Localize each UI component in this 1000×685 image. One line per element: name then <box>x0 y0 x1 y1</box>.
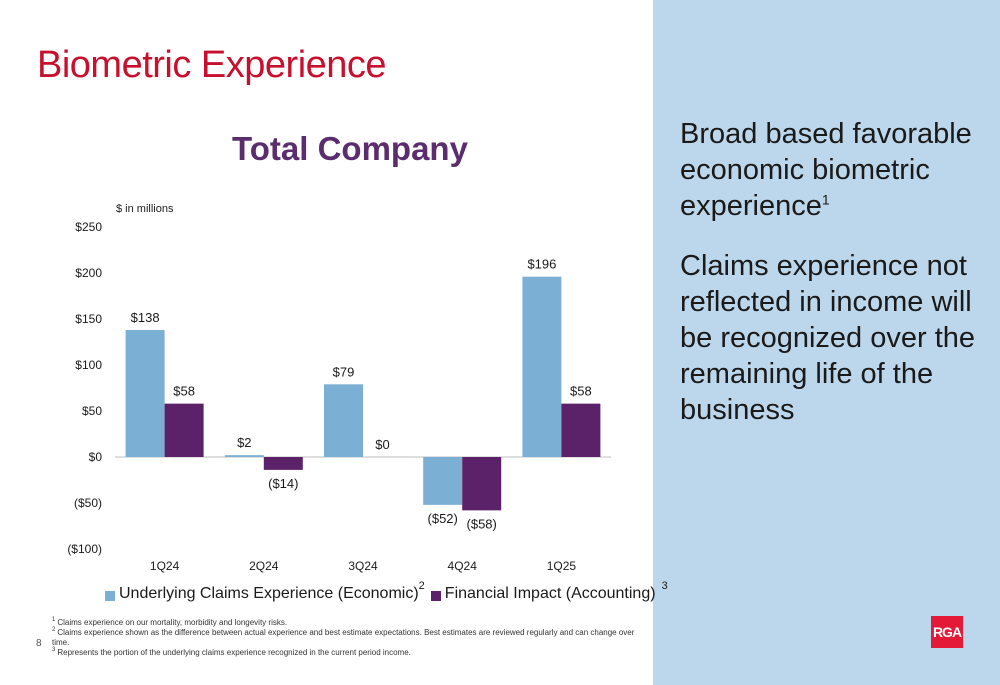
data-label: $0 <box>375 437 389 452</box>
y-tick-label: ($50) <box>74 496 102 510</box>
rga-logo: RGA <box>931 616 963 648</box>
footnote-3: 3 Represents the portion of the underlyin… <box>52 647 411 657</box>
data-label: $2 <box>237 435 251 450</box>
chart-title: Total Company <box>232 130 468 167</box>
footnote-2: 2 Claims experience shown as the differen… <box>52 627 635 647</box>
y-tick-label: $200 <box>75 266 102 280</box>
x-tick-label: 1Q25 <box>547 559 577 573</box>
x-tick-label: 2Q24 <box>249 559 279 573</box>
bar-economic <box>224 455 264 457</box>
data-label: $58 <box>173 384 195 399</box>
legend-sup-economic: 2 <box>418 580 425 592</box>
side-text-claims: Claims experience not reflected in incom… <box>680 250 976 426</box>
bar-chart: $250 $200 $150 $100 $50 $0 ($50) ($100) 1Q24 $138… <box>67 220 611 573</box>
bar-economic <box>522 276 562 457</box>
legend-item-economic: Underlying Claims Experience (Economic) … <box>105 580 425 603</box>
data-label: ($52) <box>428 511 458 526</box>
chart-legend: Underlying Claims Experience (Economic) … <box>105 580 668 603</box>
y-tick-label: $100 <box>75 358 102 372</box>
bar-accounting <box>164 403 204 457</box>
legend-label-economic: Underlying Claims Experience (Economic) <box>119 585 419 602</box>
legend-sup-accounting: 3 <box>661 580 668 592</box>
x-tick-label: 1Q24 <box>150 559 180 573</box>
legend-swatch-accounting <box>430 591 441 601</box>
page-title: Biometric Experience <box>37 44 387 86</box>
y-tick-label: $0 <box>89 450 103 464</box>
data-label: ($58) <box>467 516 497 531</box>
x-tick-label: 3Q24 <box>348 559 378 573</box>
bar-accounting <box>462 457 502 511</box>
bar-economic <box>324 384 363 457</box>
legend-item-accounting: Financial Impact (Accounting) 3 <box>430 580 668 603</box>
legend-swatch-economic <box>105 591 115 601</box>
side-text-favorable: Broad based favorable economic biometric… <box>680 118 972 222</box>
footnote-1: 1 Claims experience on our mortality, mor… <box>52 617 288 627</box>
data-label: $79 <box>333 364 355 379</box>
bar-economic <box>423 457 463 505</box>
page-number: 8 <box>36 638 42 649</box>
legend-label-accounting: Financial Impact (Accounting) <box>444 585 656 602</box>
side-panel <box>653 0 1000 685</box>
bar-accounting <box>561 403 601 457</box>
bar-accounting <box>263 457 303 470</box>
data-label: $58 <box>570 384 592 399</box>
y-tick-label: ($100) <box>67 542 102 556</box>
x-tick-label: 4Q24 <box>448 559 478 573</box>
data-label: ($14) <box>268 476 298 491</box>
units-label: $ in millions <box>116 203 174 215</box>
y-tick-label: $50 <box>82 404 102 418</box>
data-label: $196 <box>527 257 556 272</box>
y-tick-label: $250 <box>75 220 102 234</box>
y-tick-label: $150 <box>75 312 102 326</box>
data-label: $138 <box>131 310 160 325</box>
footnotes: 1 Claims experience on our mortality, mor… <box>52 617 642 658</box>
bar-economic <box>125 330 165 457</box>
